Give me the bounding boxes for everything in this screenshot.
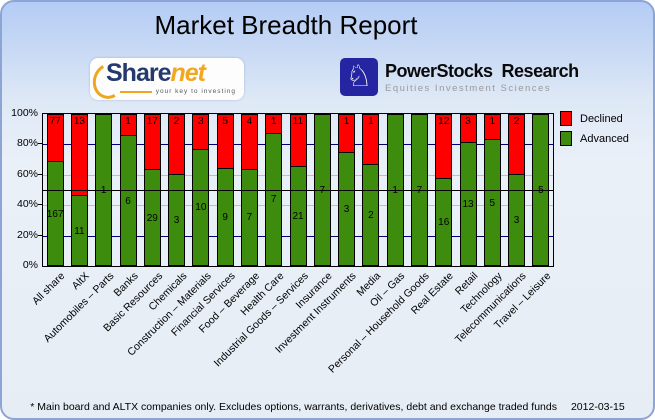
bar-segment-declined bbox=[363, 115, 379, 165]
sharenet-brand: Sharenet bbox=[106, 59, 206, 88]
bar-value-advanced: 11 bbox=[74, 225, 85, 237]
y-axis-label: 100% bbox=[11, 107, 38, 119]
bar-value-advanced: 10 bbox=[195, 202, 207, 214]
y-axis-tick bbox=[38, 173, 42, 175]
y-axis-tick bbox=[38, 234, 42, 236]
legend-label: Advanced bbox=[580, 132, 629, 145]
y-axis-label: 0% bbox=[22, 259, 38, 271]
chart-plot-area: 7716713111161729233105947171121713121712… bbox=[42, 113, 554, 267]
sharenet-tagline-row: your key to investing bbox=[120, 88, 236, 95]
bar-value-advanced: 167 bbox=[46, 208, 64, 220]
declined-swatch-icon bbox=[560, 111, 572, 126]
advanced-swatch-icon bbox=[560, 131, 572, 146]
y-axis-label: 20% bbox=[16, 228, 38, 241]
sharenet-brand-primary: Share bbox=[106, 59, 171, 87]
bar-value-declined: 11 bbox=[292, 116, 304, 127]
bar-segment-declined bbox=[193, 115, 209, 150]
bar-value-advanced: 5 bbox=[489, 197, 496, 209]
bar-value-advanced: 3 bbox=[513, 215, 520, 226]
bar-segment-declined bbox=[120, 115, 136, 137]
sharenet-tagline: your key to investing bbox=[155, 88, 236, 95]
bar-value-advanced: 21 bbox=[292, 210, 304, 222]
bar-segment-declined bbox=[241, 115, 257, 170]
powerstocks-tagline: Equities Investment Sciences bbox=[385, 82, 552, 94]
sharenet-logo: Sharenet your key to investing bbox=[88, 58, 244, 104]
y-axis-tick bbox=[38, 204, 42, 206]
x-axis-label: All share bbox=[30, 270, 68, 308]
bar-value-declined: 13 bbox=[73, 116, 85, 127]
bar-value-advanced: 2 bbox=[368, 210, 374, 221]
bar-segment-declined bbox=[339, 115, 355, 153]
bar-value-declined: 1 bbox=[343, 116, 350, 127]
bar-value-declined: 2 bbox=[173, 116, 180, 127]
bar-value-advanced: 3 bbox=[173, 215, 180, 226]
bar-value-declined: 1 bbox=[489, 116, 496, 127]
bar-segment-declined bbox=[290, 115, 306, 167]
legend-item-advanced: Advanced bbox=[560, 131, 629, 146]
bar-value-advanced: 9 bbox=[222, 211, 228, 223]
bar-value-advanced: 13 bbox=[462, 199, 474, 211]
bar-value-advanced: 3 bbox=[343, 203, 350, 215]
y-axis-tick bbox=[38, 143, 42, 145]
bar-value-advanced: 16 bbox=[438, 217, 450, 229]
footnote: * Main board and ALTX companies only. Ex… bbox=[2, 401, 653, 413]
bar-value-declined: 2 bbox=[513, 116, 520, 127]
bar-value-declined: 1 bbox=[368, 116, 374, 127]
bar-segment-declined bbox=[484, 115, 500, 140]
bar-value-declined: 5 bbox=[222, 116, 228, 127]
bar-value-declined: 12 bbox=[438, 116, 450, 127]
footnote-text: * Main board and ALTX companies only. Ex… bbox=[30, 401, 557, 413]
bar-segment-declined bbox=[266, 115, 282, 134]
bar-value-advanced: 6 bbox=[125, 195, 131, 207]
bar-value-declined: 17 bbox=[146, 116, 158, 127]
report-date: 2012-03-15 bbox=[570, 401, 625, 413]
reference-line-50pct bbox=[43, 190, 553, 191]
y-axis-label: 40% bbox=[16, 198, 38, 211]
bar-value-advanced: 7 bbox=[270, 194, 277, 206]
bar-value-advanced: 7 bbox=[246, 212, 253, 224]
bar-value-declined: 3 bbox=[198, 116, 204, 127]
powerstocks-brand: PowerStocks Research bbox=[385, 60, 579, 81]
sharenet-tagline-rule bbox=[120, 90, 152, 93]
y-axis-label: 80% bbox=[16, 137, 38, 150]
bar-value-declined: 4 bbox=[246, 116, 253, 127]
bar-segment-declined bbox=[436, 115, 452, 180]
legend-label: Declined bbox=[580, 112, 623, 125]
y-axis-label: 60% bbox=[16, 167, 38, 180]
powerstocks-logo: ♘ PowerStocks Research Equities Investme… bbox=[340, 58, 579, 96]
bar-value-declined: 3 bbox=[465, 116, 471, 127]
bar-segment-declined bbox=[509, 115, 525, 175]
legend-item-declined: Declined bbox=[560, 111, 629, 126]
bar-value-declined: 1 bbox=[125, 116, 131, 127]
page-title: Market Breadth Report bbox=[154, 10, 418, 40]
bar-value-declined: 1 bbox=[270, 116, 277, 127]
bar-segment-declined bbox=[169, 115, 185, 175]
knight-chess-icon: ♘ bbox=[340, 58, 378, 96]
sharenet-brand-secondary: net bbox=[170, 59, 205, 87]
bar-segment-declined bbox=[144, 115, 160, 171]
bar-segment-declined bbox=[47, 115, 63, 163]
bar-value-advanced: 29 bbox=[146, 212, 158, 224]
bar-group: 11 21 bbox=[289, 114, 307, 266]
bar-segment-declined bbox=[71, 115, 87, 197]
bar-segment-declined bbox=[217, 115, 233, 169]
chart-legend: Declined Advanced bbox=[560, 111, 629, 146]
bar-segment-declined bbox=[460, 115, 476, 144]
bar-value-declined: 77 bbox=[49, 116, 61, 127]
